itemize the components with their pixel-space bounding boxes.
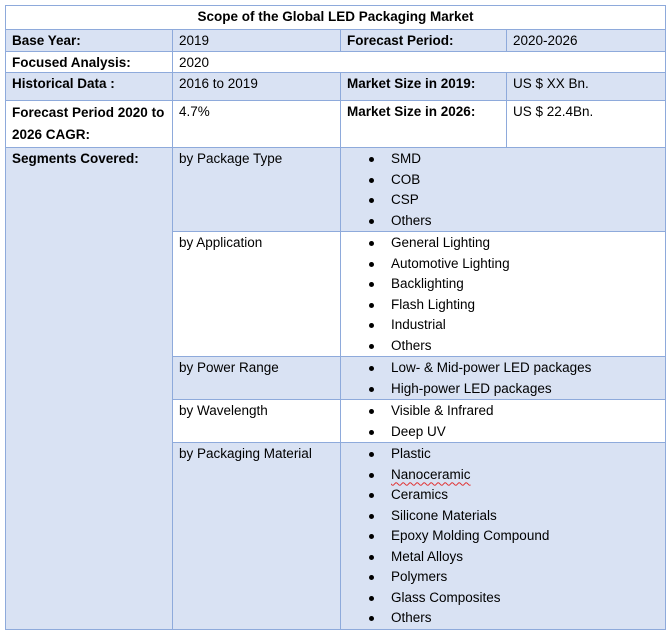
list-item: SMD: [369, 149, 659, 170]
segment-row: by Wavelength Visible & Infrared Deep UV: [6, 399, 666, 443]
list-item: General Lighting: [369, 233, 659, 254]
row-value: US $ 22.4Bn.: [506, 100, 666, 148]
table-row: Forecast Period 2020 to 2026 CAGR: 4.7% …: [5, 100, 666, 148]
row-value: 2020: [172, 51, 666, 73]
list-item: Plastic: [369, 444, 659, 465]
table-row: Base Year: 2019 Forecast Period: 2020-20…: [5, 29, 666, 52]
segments-label: Segments Covered:: [5, 147, 173, 630]
market-scope-table: Scope of the Global LED Packaging Market…: [5, 5, 666, 630]
list-item: Ceramics: [369, 485, 659, 506]
segment-row: by Application General Lighting Automoti…: [6, 231, 666, 357]
list-item: Others: [369, 336, 659, 356]
table-row: Focused Analysis: 2020: [5, 51, 666, 73]
row-value: 4.7%: [172, 100, 341, 148]
table-row: Historical Data : 2016 to 2019 Market Si…: [5, 72, 666, 101]
segment-name: by Package Type: [172, 147, 341, 232]
list-item: Flash Lighting: [369, 295, 659, 316]
row-value: 2016 to 2019: [172, 72, 341, 101]
segment-items: SMD COB CSP Others: [340, 147, 666, 232]
row-label: Market Size in 2026:: [340, 100, 507, 148]
list-item: Others: [369, 211, 659, 231]
row-label: Market Size in 2019:: [340, 72, 507, 101]
row-label: Historical Data :: [5, 72, 173, 101]
row-value: 2019: [172, 29, 341, 52]
list-item: Industrial: [369, 315, 659, 336]
list-item: Polymers: [369, 567, 659, 588]
list-item: Automotive Lighting: [369, 254, 659, 275]
segment-items: Low- & Mid-power LED packages High-power…: [340, 356, 666, 400]
list-item: CSP: [369, 190, 659, 211]
list-item: Metal Alloys: [369, 547, 659, 568]
spellcheck-underlined-text: Nanoceramic: [391, 466, 471, 482]
row-label: Forecast Period 2020 to 2026 CAGR:: [5, 100, 173, 148]
row-value: US $ XX Bn.: [506, 72, 666, 101]
list-item: COB: [369, 170, 659, 191]
segment-row: Segments Covered: by Package Type SMD CO…: [5, 147, 666, 630]
list-item: Low- & Mid-power LED packages: [369, 358, 659, 379]
row-label: Base Year:: [5, 29, 173, 52]
segment-items: Plastic Nanoceramic Ceramics Silicone Ma…: [340, 442, 666, 630]
list-item: Epoxy Molding Compound: [369, 526, 659, 547]
list-item: Others: [369, 608, 659, 628]
list-item: Deep UV: [369, 422, 659, 442]
list-item: Visible & Infrared: [369, 401, 659, 422]
segment-items: General Lighting Automotive Lighting Bac…: [340, 231, 666, 357]
row-value: 2020-2026: [506, 29, 666, 52]
list-item: High-power LED packages: [369, 379, 659, 399]
row-label: Focused Analysis:: [5, 51, 173, 73]
segment-name: by Application: [172, 231, 341, 357]
list-item: Glass Composites: [369, 588, 659, 609]
segment-name: by Power Range: [172, 356, 341, 400]
segment-items: Visible & Infrared Deep UV: [340, 399, 666, 443]
list-item: Nanoceramic: [369, 465, 659, 486]
list-item: Silicone Materials: [369, 506, 659, 527]
segment-name: by Packaging Material: [172, 442, 341, 630]
table-title: Scope of the Global LED Packaging Market: [5, 5, 666, 30]
row-label: Forecast Period:: [340, 29, 507, 52]
list-item: Backlighting: [369, 274, 659, 295]
segment-name: by Wavelength: [172, 399, 341, 443]
